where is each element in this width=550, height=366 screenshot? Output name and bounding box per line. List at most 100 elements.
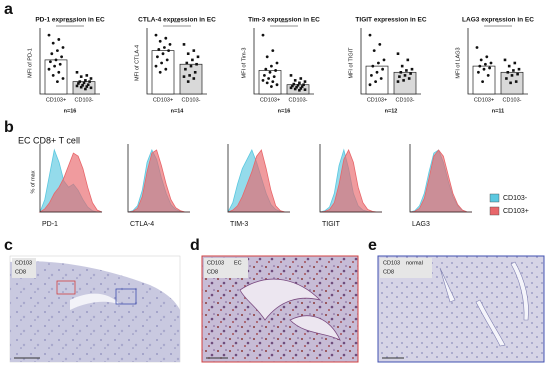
data-point xyxy=(164,67,168,71)
data-point xyxy=(75,84,79,88)
data-point xyxy=(409,72,412,75)
data-point xyxy=(275,83,279,87)
data-point xyxy=(154,33,158,37)
data-point xyxy=(299,87,303,90)
tissue-label: EC xyxy=(234,260,242,266)
data-point xyxy=(161,52,165,56)
data-point xyxy=(479,58,483,62)
data-point xyxy=(182,75,186,78)
data-point xyxy=(374,80,377,83)
data-point xyxy=(196,55,200,59)
data-point xyxy=(77,82,80,85)
data-point xyxy=(268,70,272,74)
micrograph xyxy=(377,255,545,363)
histogram xyxy=(409,149,472,213)
data-point xyxy=(85,85,89,88)
data-point xyxy=(51,74,55,77)
data-point xyxy=(61,77,65,80)
data-point xyxy=(271,80,275,83)
data-point xyxy=(506,71,510,74)
data-point xyxy=(291,84,294,88)
data-point xyxy=(182,43,186,46)
significance: *** xyxy=(174,20,181,26)
data-point xyxy=(191,58,194,62)
data-point xyxy=(399,71,403,74)
data-point xyxy=(382,58,386,62)
data-point xyxy=(160,61,164,65)
data-point xyxy=(512,69,515,72)
data-point xyxy=(482,67,486,71)
micrograph xyxy=(9,255,181,363)
axis xyxy=(409,144,472,213)
data-point xyxy=(49,60,52,64)
data-point xyxy=(300,85,304,88)
data-point xyxy=(488,66,491,70)
x-tick-label: CD103+ xyxy=(367,97,387,103)
chart-title: Tim-3 expression in EC xyxy=(248,17,320,24)
data-point xyxy=(405,69,408,72)
data-point xyxy=(51,41,55,45)
data-point xyxy=(484,62,487,66)
data-point xyxy=(509,81,512,85)
x-tick-label: CD103- xyxy=(503,97,522,103)
data-point xyxy=(275,61,279,65)
x-axis-label: CTLA-4 xyxy=(130,221,154,228)
data-point xyxy=(507,64,511,68)
data-point xyxy=(89,86,93,90)
panel-label: b xyxy=(4,119,14,136)
data-point xyxy=(514,80,518,83)
data-point xyxy=(154,64,158,68)
y-axis-label: MFI of TIGIT xyxy=(348,47,354,79)
axis xyxy=(319,144,382,213)
y-axis-label: MFI of LAG3 xyxy=(455,47,461,78)
data-point xyxy=(274,69,277,72)
data-point xyxy=(370,74,373,77)
data-point xyxy=(375,70,379,74)
data-point xyxy=(78,80,82,83)
data-point xyxy=(53,64,56,68)
data-point xyxy=(79,75,83,78)
panel-title: EC CD8+ T cell xyxy=(18,135,80,145)
data-point xyxy=(85,74,89,77)
significance: **** xyxy=(66,20,75,26)
data-point xyxy=(164,36,168,40)
bar xyxy=(44,59,68,95)
sample-size: n=16 xyxy=(64,108,77,114)
axis xyxy=(227,144,290,213)
chart-title: LAG3 expression in EC xyxy=(462,17,534,24)
data-point xyxy=(84,87,87,91)
data-point xyxy=(292,82,296,86)
data-point xyxy=(396,52,400,55)
data-point xyxy=(261,33,265,37)
data-point xyxy=(396,80,400,83)
x-tick-label: CD103+ xyxy=(260,97,280,103)
x-tick-label: CD103- xyxy=(182,97,201,103)
data-point xyxy=(57,70,61,74)
data-point xyxy=(193,71,197,74)
data-point xyxy=(54,58,58,62)
data-point xyxy=(272,75,276,79)
x-axis-label: TIM-3 xyxy=(230,221,248,228)
x-tick-label: CD103+ xyxy=(474,97,494,103)
data-point xyxy=(165,58,169,62)
cell-label: CD8 xyxy=(207,269,218,275)
data-point xyxy=(516,72,519,76)
histogram xyxy=(227,149,290,213)
data-point xyxy=(186,80,190,83)
data-point xyxy=(158,39,162,43)
data-point xyxy=(186,52,190,55)
data-point xyxy=(195,62,198,66)
data-point xyxy=(406,58,410,62)
chart-title: TIGIT expression in EC xyxy=(355,17,426,24)
sample-size: n=14 xyxy=(171,108,185,114)
data-point xyxy=(271,49,275,52)
data-point xyxy=(478,64,482,68)
data-point xyxy=(505,77,508,80)
data-point xyxy=(489,61,493,65)
data-point xyxy=(298,88,301,92)
legend-swatch xyxy=(489,193,500,203)
data-point xyxy=(379,77,383,80)
data-point xyxy=(192,77,196,80)
data-point xyxy=(265,81,269,85)
data-point xyxy=(296,84,300,87)
